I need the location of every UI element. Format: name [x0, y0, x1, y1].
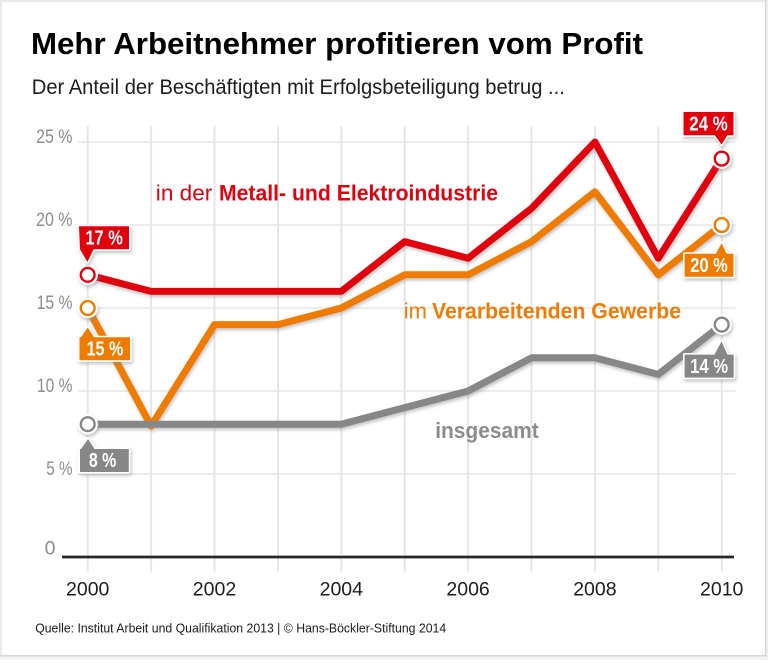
svg-text:Verarbeitenden Gewerbe: Verarbeitenden Gewerbe — [432, 298, 681, 323]
svg-text:2004: 2004 — [320, 579, 364, 601]
svg-text:0: 0 — [45, 537, 56, 559]
svg-text:15 %: 15 % — [87, 339, 124, 361]
svg-text:2002: 2002 — [193, 579, 236, 601]
svg-text:2008: 2008 — [573, 579, 616, 601]
svg-text:25 %: 25 % — [36, 126, 72, 148]
svg-text:8 %: 8 % — [89, 450, 117, 472]
svg-text:14 %: 14 % — [690, 356, 728, 378]
svg-text:Quelle: Institut Arbeit und Qu: Quelle: Institut Arbeit und Qualifikatio… — [35, 622, 446, 636]
svg-text:2000: 2000 — [66, 579, 110, 601]
svg-text:10 %: 10 % — [37, 375, 73, 397]
svg-text:17 %: 17 % — [85, 228, 123, 250]
svg-text:20 %: 20 % — [36, 209, 72, 231]
svg-text:15 %: 15 % — [37, 292, 73, 314]
svg-text:Mehr Arbeitnehmer profitieren: Mehr Arbeitnehmer profitieren vom Profit — [31, 26, 643, 61]
svg-text:im: im — [404, 298, 427, 323]
svg-text:2006: 2006 — [446, 579, 489, 601]
svg-text:insgesamt: insgesamt — [435, 418, 539, 443]
svg-text:20 %: 20 % — [690, 255, 728, 277]
svg-text:24 %: 24 % — [689, 113, 728, 135]
svg-text:in der: in der — [156, 181, 213, 206]
svg-text:2010: 2010 — [700, 579, 744, 601]
svg-text:Der Anteil der Beschäftigten m: Der Anteil der Beschäftigten mit Erfolgs… — [32, 76, 565, 99]
svg-text:Metall- und Elektroindustrie: Metall- und Elektroindustrie — [219, 181, 498, 206]
svg-text:5 %: 5 % — [46, 458, 72, 480]
